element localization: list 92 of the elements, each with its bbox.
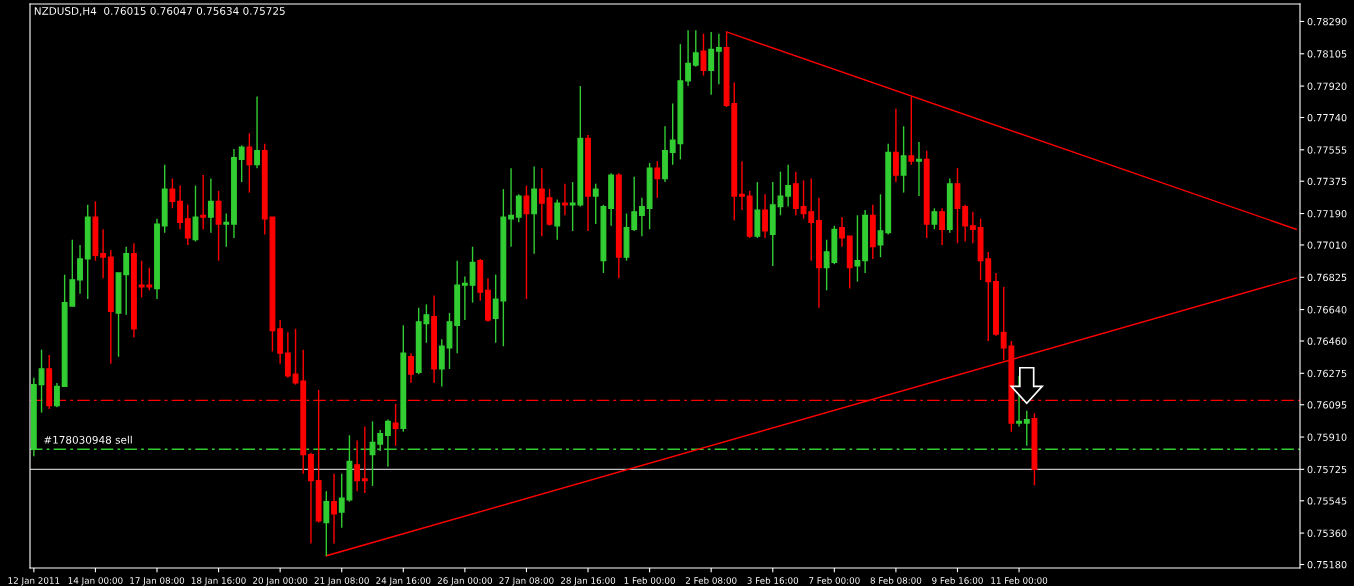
y-tick-label: 0.76460 [1307,337,1347,345]
candlestick [508,167,514,248]
candlestick [685,29,692,87]
candlestick [638,197,645,237]
candlestick [962,204,969,243]
candlestick [246,132,253,194]
candlestick [916,141,922,197]
y-tick-label: 0.77740 [1307,113,1347,122]
x-tick-label: 3 Feb 16:00 [747,577,799,584]
x-tick-label: 1 Feb 00:00 [624,577,675,584]
candlestick [908,95,915,166]
x-tick-label: 21 Jan 08:00 [314,577,369,586]
x-tick-label: 24 Jan 16:00 [376,577,431,586]
y-tick-label: 0.77375 [1307,177,1347,186]
candlestick [323,490,330,557]
y-tick-label: 0.75360 [1307,529,1347,537]
x-tick-label: 11 Feb 00:00 [991,577,1048,584]
candlestick [1023,410,1030,447]
x-tick-label: 27 Jan 08:00 [499,577,554,586]
candlestick [438,338,445,388]
y-tick-label: 0.78290 [1307,17,1347,26]
candlestick [785,163,792,208]
y-tick-label: 0.78105 [1307,50,1347,58]
y-tick-label: 0.76095 [1307,401,1347,409]
candlestick [708,31,715,96]
candlestick [38,349,45,414]
candlestick [223,212,230,248]
y-tick-label: 0.77555 [1307,146,1347,154]
candlestick [354,439,361,492]
candlestick [631,176,638,232]
candlestick [469,246,476,304]
x-tick-label: 9 Feb 16:00 [932,577,983,584]
candlestick [361,425,368,494]
candlestick [562,183,568,216]
candlestick [538,167,545,237]
y-tick-label: 0.77010 [1307,241,1347,249]
chart-title: NZDUSD,H4 0.76015 0.76047 0.75634 0.75725 [34,7,285,16]
y-tick-label: 0.75910 [1307,433,1347,441]
y-tick-label: 0.75725 [1307,465,1347,474]
y-tick-label: 0.77920 [1307,82,1347,90]
y-tick-label: 0.76275 [1307,369,1347,378]
candlestick [461,275,468,321]
y-tick-label: 0.75180 [1307,560,1347,569]
candlestick [654,160,661,199]
x-tick-label: 28 Jan 16:00 [560,577,616,586]
candlestick [238,144,245,183]
candlestick [207,177,214,234]
candlestick [692,29,699,68]
candlestick [554,198,561,241]
candlestick [592,183,599,225]
x-tick-label: 26 Jan 00:00 [437,577,492,586]
candlestick [169,177,176,209]
candlestick [523,184,530,300]
candlestick [900,125,907,194]
x-tick-label: 20 Jan 00:00 [253,577,308,586]
candlestick [184,204,191,246]
candlestick [515,193,522,223]
x-tick-label: 18 Jan 16:00 [191,577,246,586]
x-tick-label: 14 Jan 00:00 [68,577,123,586]
candlestick [715,32,722,86]
x-tick-label: 2 Feb 08:00 [685,577,737,584]
candlestick [877,193,884,258]
x-tick-label: 8 Feb 08:00 [870,577,922,584]
candlestick [739,160,745,211]
candlestick [939,207,946,246]
candlestick [1016,375,1022,428]
y-tick-label: 0.76825 [1307,273,1347,282]
candlestick [200,174,207,230]
x-tick-label: 12 Jan 2011 [8,577,60,586]
ref-line-label: #178030948 sell [44,435,132,444]
candlestick [854,214,861,283]
candlestick [77,244,83,295]
candlestick [100,228,107,279]
x-tick-label: 7 Feb 00:00 [809,577,860,584]
candlestick [331,473,337,545]
y-tick-label: 0.77190 [1307,210,1347,218]
candlestick [177,184,184,230]
candlestick [215,190,222,262]
x-tick-label: 17 Jan 08:00 [130,577,185,586]
candlestick [839,216,845,248]
candlestick [762,193,768,239]
candlestick [123,246,130,316]
candlestick [254,95,260,169]
candlestick [408,352,414,384]
candlestick [392,403,399,447]
candlestick [54,382,60,409]
candlestick [931,207,938,230]
candlestick [284,331,291,379]
y-tick-label: 0.76640 [1307,306,1347,314]
candlestick [892,108,899,183]
y-tick-label: 0.75545 [1307,497,1347,505]
candlestick [969,211,976,244]
